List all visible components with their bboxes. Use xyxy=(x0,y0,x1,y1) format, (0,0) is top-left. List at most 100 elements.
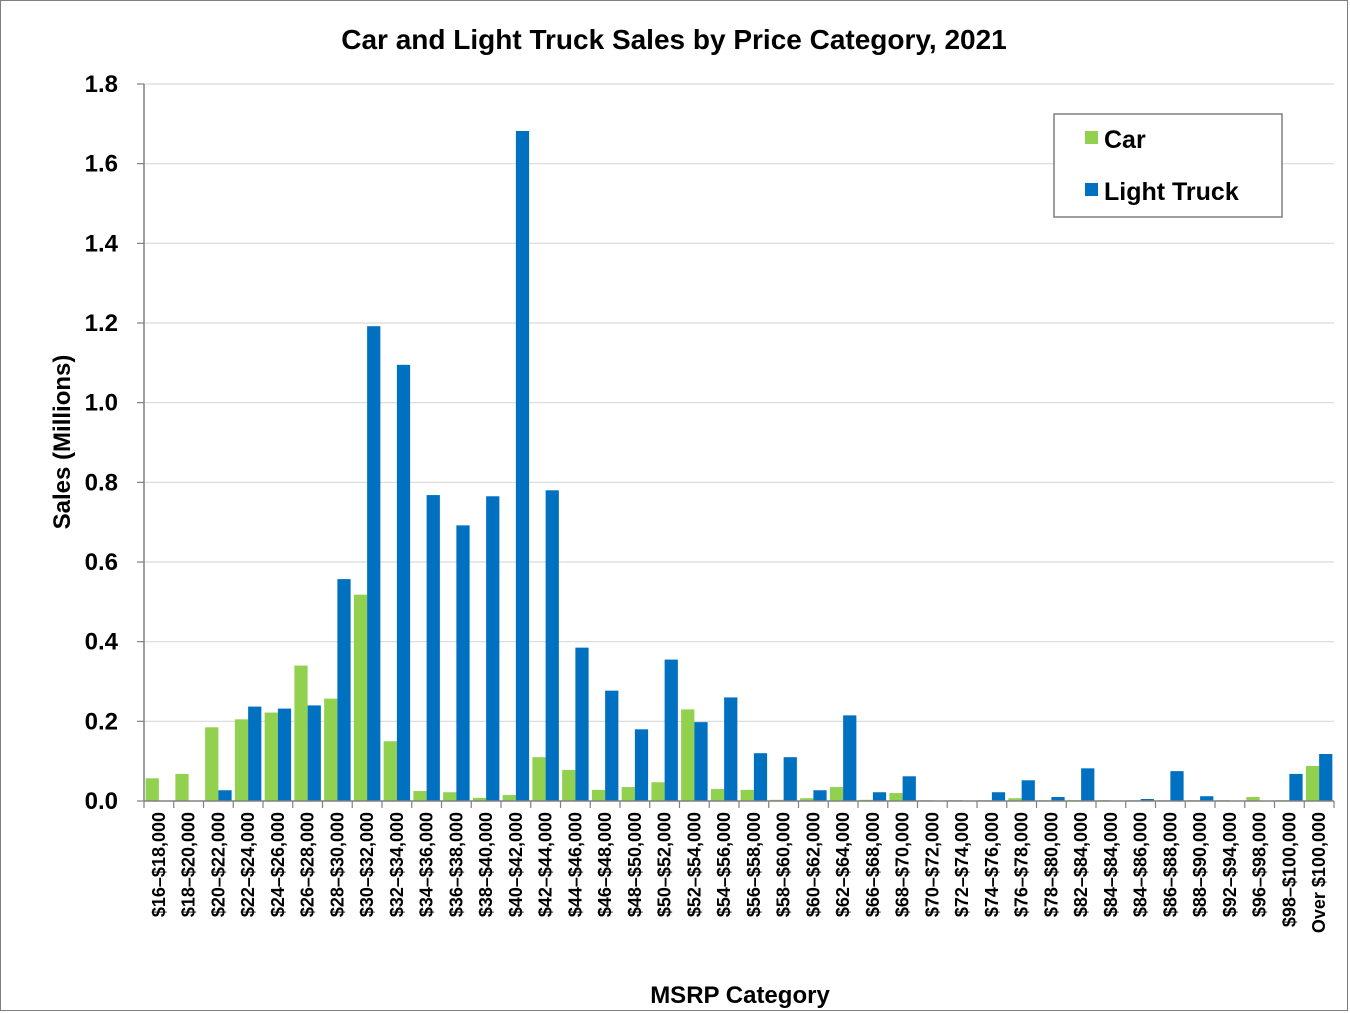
bar-car xyxy=(472,797,487,801)
x-tick-label: $84–$86,000 xyxy=(1131,812,1151,917)
x-tick-label: $68–$70,000 xyxy=(893,812,913,917)
bar-light-truck xyxy=(783,757,797,801)
bar-car xyxy=(800,798,814,801)
bar-light-truck xyxy=(1170,771,1184,801)
bar-car xyxy=(562,769,576,801)
x-tick-label: $88–$90,000 xyxy=(1190,812,1210,917)
bar-light-truck xyxy=(515,131,530,802)
y-tick-label: 1.0 xyxy=(85,390,118,417)
bar-car xyxy=(1305,765,1320,801)
bar-light-truck xyxy=(396,364,411,801)
bar-light-truck xyxy=(694,722,708,801)
x-tick-label: $48–$50,000 xyxy=(625,812,645,917)
x-tick-label: $86–$88,000 xyxy=(1160,812,1180,917)
bar-car xyxy=(621,787,635,801)
bar-car xyxy=(829,787,844,801)
bar-car xyxy=(1246,797,1260,801)
bar-car xyxy=(710,789,725,801)
x-tick-label: $44–$46,000 xyxy=(565,812,585,917)
x-axis-title: MSRP Category xyxy=(650,982,830,1009)
y-tick-label: 0.8 xyxy=(85,469,118,496)
x-tick-label: $60–$62,000 xyxy=(803,812,823,917)
x-tick-label: $30–$32,000 xyxy=(357,812,377,917)
y-tick-label: 1.8 xyxy=(85,71,118,98)
bar-light-truck xyxy=(872,792,887,801)
bar-light-truck xyxy=(218,790,232,801)
x-tick-label: $70–$72,000 xyxy=(922,812,942,917)
x-tick-label: $36–$38,000 xyxy=(446,812,466,917)
x-tick-label: $24–$26,000 xyxy=(268,812,288,917)
bar-light-truck xyxy=(843,715,857,801)
bar-car xyxy=(502,795,516,801)
x-tick-label: $66–$68,000 xyxy=(863,812,883,917)
bar-car xyxy=(1008,798,1022,801)
x-tick-label: $62–$64,000 xyxy=(833,812,853,917)
legend: Car Light Truck xyxy=(1053,113,1283,218)
bar-car xyxy=(651,782,665,801)
x-tick-label: Over $100,000 xyxy=(1309,812,1329,933)
bar-light-truck xyxy=(1021,780,1035,801)
bar-light-truck xyxy=(1200,796,1214,801)
x-tick-label: $16–$18,000 xyxy=(149,812,169,917)
bar-light-truck xyxy=(307,705,321,801)
bar-car xyxy=(889,793,903,801)
bar-car xyxy=(234,719,249,801)
x-tick-label: $18–$20,000 xyxy=(179,812,199,917)
axes xyxy=(143,84,1335,808)
x-tick-label: $32–$34,000 xyxy=(387,812,407,917)
x-tick-label: $74–$76,000 xyxy=(982,812,1002,917)
x-tick-label: $84–$84,000 xyxy=(1101,812,1121,917)
x-tick-label: $20–$22,000 xyxy=(208,812,228,917)
bar-light-truck xyxy=(1140,799,1154,801)
x-tick-label: $38–$40,000 xyxy=(476,812,496,917)
y-tick-label: 1.2 xyxy=(85,310,118,337)
bar-light-truck xyxy=(426,495,440,801)
y-axis-title: Sales (Millions) xyxy=(49,355,76,530)
x-tick-label: $56–$58,000 xyxy=(744,812,764,917)
bar-light-truck xyxy=(337,579,351,801)
bar-car xyxy=(205,727,219,801)
y-tick-label: 0.4 xyxy=(85,629,119,656)
bars xyxy=(145,131,1333,802)
bar-light-truck xyxy=(456,525,470,801)
bar-car xyxy=(324,698,338,801)
bar-light-truck xyxy=(277,708,292,801)
bar-light-truck xyxy=(248,706,262,801)
bar-light-truck xyxy=(902,776,916,801)
x-tick-labels: $16–$18,000 $18–$20,000 $20–$22,000 $22–$24… xyxy=(149,812,1329,933)
x-tick-label: $54–$56,000 xyxy=(714,812,734,917)
bar-light-truck xyxy=(486,496,500,801)
x-tick-label: $40–$42,000 xyxy=(506,812,526,917)
bar-car xyxy=(264,712,278,801)
legend-label-car: Car xyxy=(1104,126,1146,154)
y-tick-label: 0.2 xyxy=(85,708,118,735)
x-tick-label: $92–$94,000 xyxy=(1220,812,1240,917)
legend-label-light-truck: Light Truck xyxy=(1104,178,1239,206)
bar-light-truck xyxy=(605,690,619,801)
bar-light-truck xyxy=(664,659,678,801)
bar-light-truck xyxy=(991,792,1006,801)
x-tick-label: $78–$80,000 xyxy=(1041,812,1061,917)
x-tick-label: $22–$24,000 xyxy=(238,812,258,917)
bar-light-truck xyxy=(575,647,589,801)
bar-car xyxy=(591,789,606,801)
legend-swatch-light-truck xyxy=(1085,183,1098,196)
x-tick-label: $98–$100,000 xyxy=(1279,812,1299,927)
bar-light-truck xyxy=(753,753,768,801)
x-tick-label: $96–$98,000 xyxy=(1250,812,1270,917)
y-tick-label: 0.0 xyxy=(85,788,118,815)
y-tick-label: 1.4 xyxy=(85,230,119,257)
x-tick-label: $50–$52,000 xyxy=(655,812,675,917)
x-tick-label: $52–$54,000 xyxy=(684,812,704,917)
x-tick-label: $76–$78,000 xyxy=(1012,812,1032,917)
bar-light-truck xyxy=(1051,797,1065,801)
legend-swatch-car xyxy=(1085,131,1098,144)
chart-title: Car and Light Truck Sales by Price Categ… xyxy=(341,24,1007,55)
x-tick-label: $58–$60,000 xyxy=(774,812,794,917)
x-tick-label: $26–$28,000 xyxy=(298,812,318,917)
x-tick-label: $28–$30,000 xyxy=(327,812,347,917)
bar-car xyxy=(532,757,546,801)
bar-car xyxy=(353,594,368,801)
bar-car xyxy=(145,778,159,801)
